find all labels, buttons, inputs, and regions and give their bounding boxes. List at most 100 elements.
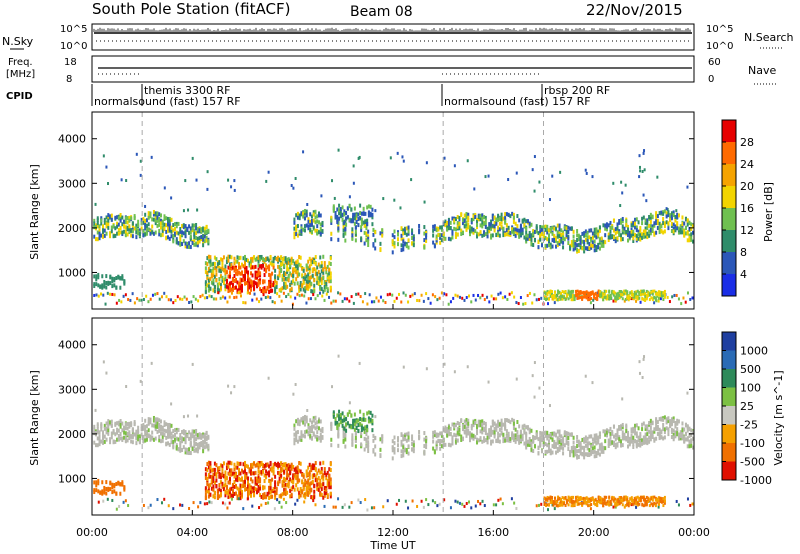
echo-cell: [204, 286, 207, 291]
echo-cell: [563, 225, 566, 230]
echo-cell: [242, 264, 245, 269]
echo-cell: [558, 447, 561, 452]
echo-cell: [114, 233, 117, 238]
colorbar-swatch: [722, 120, 736, 142]
echo-cell: [278, 463, 281, 468]
echo-cell: [557, 298, 560, 302]
echo-cell: [354, 422, 357, 427]
echo-cell: [495, 233, 498, 238]
echo-cell: [606, 294, 609, 298]
echo-cell: [216, 493, 219, 498]
echo-cell: [352, 301, 355, 305]
echo-cell: [280, 287, 283, 292]
echo-cell: [500, 212, 503, 217]
echo-cell: [234, 477, 237, 482]
echo-cell: [444, 223, 447, 228]
echo-cell: [305, 488, 308, 493]
echo-cell: [310, 281, 313, 286]
echo-cell: [497, 431, 500, 436]
echo-cell: [286, 277, 289, 282]
echo-cell: [218, 288, 221, 293]
echo-cell: [175, 239, 178, 244]
echo-cell: [371, 222, 374, 227]
echo-cell: [93, 293, 96, 297]
echo-cell: [160, 295, 163, 299]
echo-cell: [432, 224, 435, 229]
echo-cell: [339, 292, 342, 296]
echo-cell: [296, 478, 299, 483]
echo-cell: [389, 156, 392, 160]
echo-cell: [225, 270, 228, 275]
echo-cell: [532, 435, 535, 440]
echo-cell: [96, 221, 99, 226]
echo-cell: [233, 273, 236, 278]
echo-cell: [644, 218, 647, 223]
echo-cell: [184, 447, 187, 452]
echo-cell: [598, 434, 601, 439]
echo-cell: [639, 237, 642, 242]
echo-cell: [193, 238, 196, 243]
echo-cell: [463, 213, 466, 218]
echo-cell: [323, 264, 326, 269]
echo-cell: [367, 442, 370, 447]
echo-cell: [330, 424, 333, 429]
echo-cell: [602, 292, 605, 296]
echo-cell: [257, 488, 260, 493]
echo-cell: [189, 236, 192, 241]
echo-cell: [98, 235, 101, 240]
echo-cell: [221, 295, 224, 299]
echo-cell: [296, 211, 299, 216]
echo-cell: [202, 234, 205, 239]
echo-cell: [438, 296, 441, 300]
echo-cell: [316, 228, 319, 233]
echo-cell: [615, 297, 618, 301]
echo-cell: [582, 290, 585, 294]
echo-cell: [236, 259, 239, 264]
echo-cell: [374, 238, 377, 243]
echo-cell: [318, 436, 321, 441]
echo-cell: [474, 421, 477, 426]
echo-cell: [287, 267, 290, 272]
echo-cell: [570, 292, 573, 296]
echo-cell: [284, 482, 287, 487]
echo-cell: [658, 230, 661, 235]
echo-cell: [670, 434, 673, 439]
echo-cell: [621, 425, 624, 430]
echo-cell: [590, 292, 593, 296]
power-yaxis-title: Slant Range [km]: [28, 164, 41, 260]
echo-cell: [204, 261, 207, 266]
echo-cell: [530, 439, 533, 444]
echo-cell: [268, 473, 271, 478]
echo-cell: [236, 486, 239, 491]
echo-cell: [320, 194, 323, 198]
echo-cell: [567, 431, 570, 436]
echo-cell: [440, 233, 443, 238]
ytick-label: 1000: [58, 266, 86, 279]
echo-cell: [662, 427, 665, 432]
echo-cell: [337, 226, 340, 231]
echo-cell: [250, 493, 253, 498]
echo-cell: [209, 482, 212, 487]
echo-cell: [296, 270, 299, 275]
echo-cell: [343, 212, 346, 217]
echo-cell: [118, 298, 121, 302]
power-data-marks: [93, 148, 694, 306]
echo-cell: [114, 432, 117, 437]
echo-cell: [133, 301, 136, 305]
echo-cell: [442, 439, 445, 444]
echo-cell: [583, 231, 586, 236]
echo-cell: [259, 470, 262, 475]
echo-cell: [542, 234, 545, 239]
echo-cell: [159, 221, 162, 226]
echo-cell: [540, 449, 543, 454]
echo-cell: [460, 228, 463, 233]
echo-cell: [95, 277, 98, 282]
echo-cell: [213, 461, 216, 466]
echo-cell: [620, 439, 623, 444]
echo-cell: [110, 217, 113, 222]
echo-cell: [563, 237, 566, 242]
echo-cell: [117, 228, 120, 233]
echo-cell: [621, 430, 624, 435]
echo-cell: [517, 302, 520, 306]
echo-cell: [460, 231, 463, 236]
